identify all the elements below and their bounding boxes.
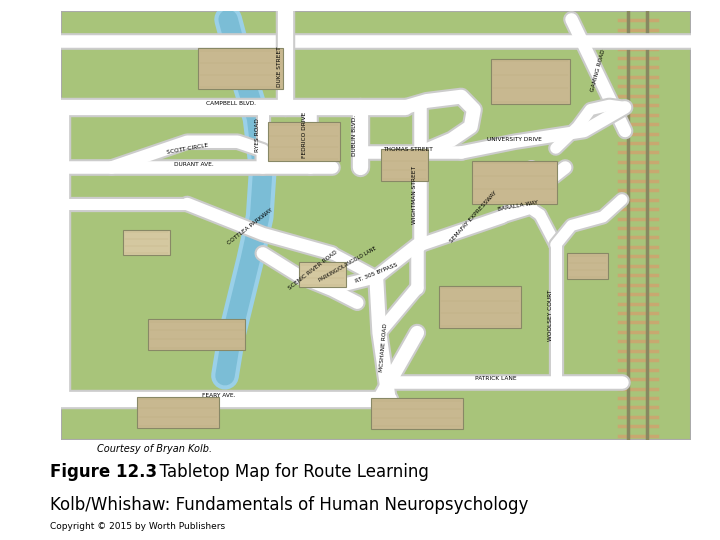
Text: UNIVERSITY DRIVE: UNIVERSITY DRIVE bbox=[487, 137, 542, 142]
Text: RT. 305 BYPASS: RT. 305 BYPASS bbox=[354, 262, 398, 284]
Bar bbox=[268, 123, 340, 161]
Text: Figure 12.3: Figure 12.3 bbox=[50, 463, 158, 481]
Text: BARALLA WAY: BARALLA WAY bbox=[498, 200, 539, 212]
Text: SCENIC RIVER ROAD: SCENIC RIVER ROAD bbox=[288, 250, 338, 291]
Text: SCOTT CIRCLE: SCOTT CIRCLE bbox=[166, 143, 208, 155]
Text: DUKE STREET: DUKE STREET bbox=[276, 46, 282, 87]
Bar bbox=[198, 49, 283, 89]
Text: Copyright © 2015 by Worth Publishers: Copyright © 2015 by Worth Publishers bbox=[50, 522, 225, 531]
Text: Kolb/Whishaw: Fundamentals of Human Neuropsychology: Kolb/Whishaw: Fundamentals of Human Neur… bbox=[50, 496, 528, 514]
Bar bbox=[299, 262, 346, 287]
Bar bbox=[122, 230, 170, 255]
Text: WOOLSEY COURT: WOOLSEY COURT bbox=[548, 290, 552, 341]
Text: RYES ROAD: RYES ROAD bbox=[256, 118, 260, 152]
Text: SEMAFAY EXPRESSWAY: SEMAFAY EXPRESSWAY bbox=[449, 190, 498, 244]
Bar bbox=[137, 397, 219, 428]
Text: PATRICK LANE: PATRICK LANE bbox=[475, 376, 517, 381]
Bar bbox=[472, 161, 557, 204]
Text: PARKING/OLANGOLD LANE: PARKING/OLANGOLD LANE bbox=[318, 246, 377, 282]
Text: FEDRICO DRIVE: FEDRICO DRIVE bbox=[302, 112, 307, 158]
Text: DURANT AVE.: DURANT AVE. bbox=[174, 161, 213, 166]
Bar bbox=[439, 286, 521, 328]
Text: DUBLIN BLVD.: DUBLIN BLVD. bbox=[352, 114, 357, 156]
Text: FEARY AVE.: FEARY AVE. bbox=[202, 393, 235, 399]
Text: Courtesy of Bryan Kolb.: Courtesy of Bryan Kolb. bbox=[97, 444, 212, 455]
Bar bbox=[381, 149, 428, 181]
Bar bbox=[491, 59, 570, 104]
Text: Tabletop Map for Route Learning: Tabletop Map for Route Learning bbox=[149, 463, 429, 481]
Text: GAMING ROAD: GAMING ROAD bbox=[590, 49, 606, 93]
Bar bbox=[148, 320, 246, 350]
Bar bbox=[372, 399, 463, 429]
Text: COTTLEA PARKWAY: COTTLEA PARKWAY bbox=[227, 207, 274, 246]
Text: WIGHTMAN STREET: WIGHTMAN STREET bbox=[412, 166, 417, 225]
Bar bbox=[567, 253, 608, 279]
Text: THOMAS STREET: THOMAS STREET bbox=[383, 146, 433, 152]
Text: CAMPBELL BLVD.: CAMPBELL BLVD. bbox=[207, 102, 256, 106]
Text: MCSHANE ROAD: MCSHANE ROAD bbox=[379, 323, 388, 372]
